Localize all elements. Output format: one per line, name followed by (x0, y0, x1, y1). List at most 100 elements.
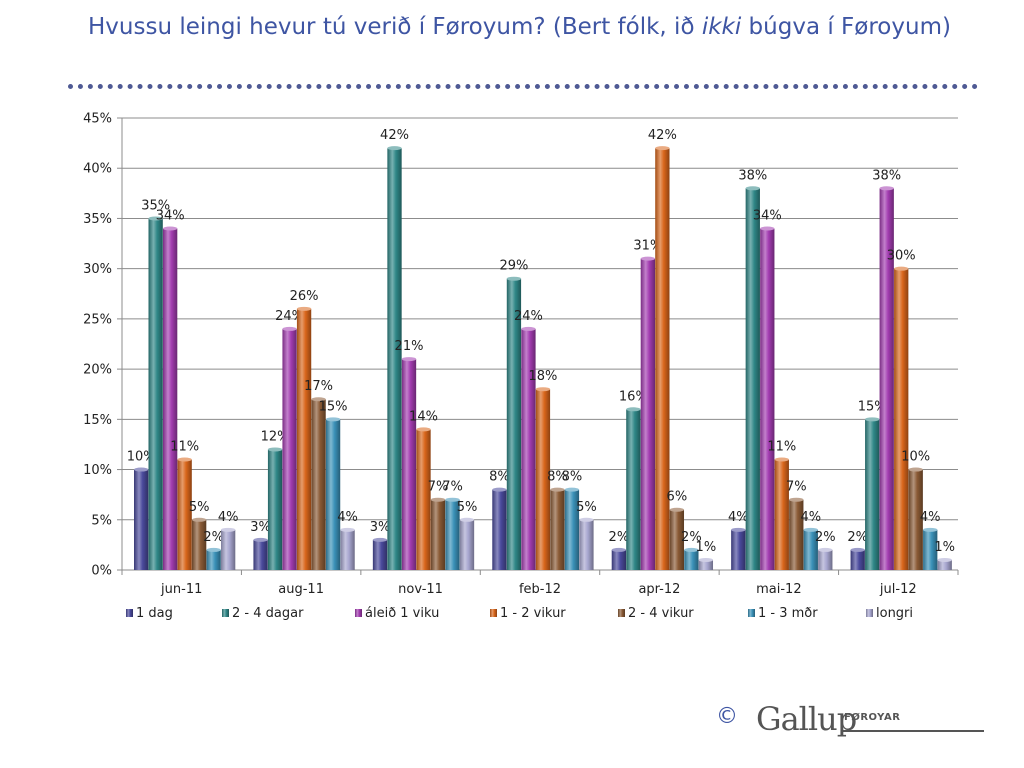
data-label: 42% (380, 128, 409, 143)
bar (430, 499, 446, 570)
x-tick-label: aug-11 (278, 582, 324, 597)
copyright-symbol: © (716, 704, 738, 729)
bar (579, 519, 594, 570)
bar (163, 228, 178, 570)
data-label: 2% (203, 530, 224, 545)
data-label: 2% (609, 530, 630, 545)
data-label: 38% (872, 168, 901, 183)
gallup-logo: © Gallup FØROYAR (716, 700, 996, 748)
bar-cap (564, 487, 580, 492)
data-label: 38% (738, 168, 767, 183)
data-label: 4% (800, 510, 821, 525)
bar-cap (789, 497, 804, 502)
bar-cap (221, 527, 236, 532)
data-label: 10% (901, 450, 930, 465)
data-label: 7% (442, 480, 463, 495)
bar (850, 549, 865, 570)
bar-cap (506, 276, 522, 281)
legend-swatch (866, 609, 873, 617)
chart-title: Hvussu leingi hevur tú verið í Føroyum? … (88, 12, 988, 43)
legend-swatch (618, 609, 625, 617)
bar-cap (908, 467, 923, 472)
bar-cap (253, 537, 268, 542)
y-tick-label: 15% (83, 413, 112, 428)
data-label: 5% (189, 500, 210, 515)
x-tick-label: jul-12 (879, 582, 917, 597)
bar-cap (760, 226, 775, 231)
data-label: 3% (370, 520, 391, 535)
data-label: 16% (619, 389, 648, 404)
y-tick-label: 30% (83, 262, 112, 277)
data-label: 11% (767, 440, 796, 455)
bar-cap (698, 557, 714, 562)
bar (803, 529, 818, 570)
data-label: 10% (127, 450, 156, 465)
bar-cap (803, 527, 818, 532)
bar-cap (459, 517, 475, 522)
bar-cap (282, 326, 297, 331)
bar-cap (267, 447, 283, 452)
y-tick-label: 25% (83, 312, 112, 327)
bar (626, 409, 641, 570)
bar-cap (492, 487, 507, 492)
data-label: 24% (275, 309, 304, 324)
legend-label: 2 - 4 vikur (628, 606, 694, 621)
data-label: 15% (319, 399, 348, 414)
bar-cap (550, 487, 565, 492)
bar (445, 499, 460, 570)
bar-cap (325, 417, 341, 422)
logo-underline (842, 730, 984, 732)
legend-swatch (126, 609, 133, 617)
bar-cap (850, 547, 865, 552)
bar-cap (401, 357, 417, 362)
bar-cap (774, 457, 789, 462)
data-label: 5% (576, 500, 597, 515)
bar (459, 519, 475, 570)
y-tick-label: 40% (83, 162, 112, 177)
x-tick-label: nov-11 (398, 582, 443, 597)
bar (669, 509, 685, 570)
data-label: 4% (920, 510, 941, 525)
data-label: 8% (489, 470, 510, 485)
bar-cap (937, 557, 952, 562)
legend-label: 2 - 4 dagar (232, 606, 304, 621)
bar (253, 539, 268, 570)
bar-cap (818, 547, 833, 552)
bar-cap (655, 146, 670, 151)
bar (282, 328, 297, 570)
title-text-start: Hvussu leingi hevur tú verið í Føroyum? … (88, 14, 702, 40)
bar (550, 489, 565, 570)
data-label: 8% (547, 470, 568, 485)
data-label: 2% (681, 530, 702, 545)
x-tick-label: mai-12 (756, 582, 801, 597)
bar (387, 148, 402, 570)
bar-cap (416, 427, 431, 432)
data-label: 29% (499, 259, 528, 274)
bar (506, 278, 522, 570)
bar-cap (387, 146, 402, 151)
title-divider (68, 84, 978, 89)
bar (894, 268, 909, 570)
x-tick-label: feb-12 (519, 582, 561, 597)
bar-cap (311, 397, 326, 402)
bar-cap (177, 457, 192, 462)
data-label: 12% (261, 429, 290, 444)
bar-cap (879, 186, 894, 191)
x-tick-label: jun-11 (160, 582, 202, 597)
bar (401, 359, 417, 570)
data-label: 21% (395, 339, 424, 354)
bar-cap (579, 517, 594, 522)
data-label: 6% (667, 490, 688, 505)
legend-label: 1 - 3 mðr (758, 606, 818, 621)
bar (745, 188, 760, 571)
data-label: 2% (847, 530, 868, 545)
data-label: 35% (141, 198, 170, 213)
data-label: 4% (728, 510, 749, 525)
legend-label: 1 dag (136, 606, 173, 621)
logo-subtitle: FØROYAR (844, 712, 901, 723)
bar (655, 148, 670, 570)
legend-label: áleið 1 viku (365, 606, 439, 621)
y-tick-label: 45% (83, 112, 112, 127)
data-label: 26% (290, 289, 319, 304)
bar (774, 459, 789, 570)
